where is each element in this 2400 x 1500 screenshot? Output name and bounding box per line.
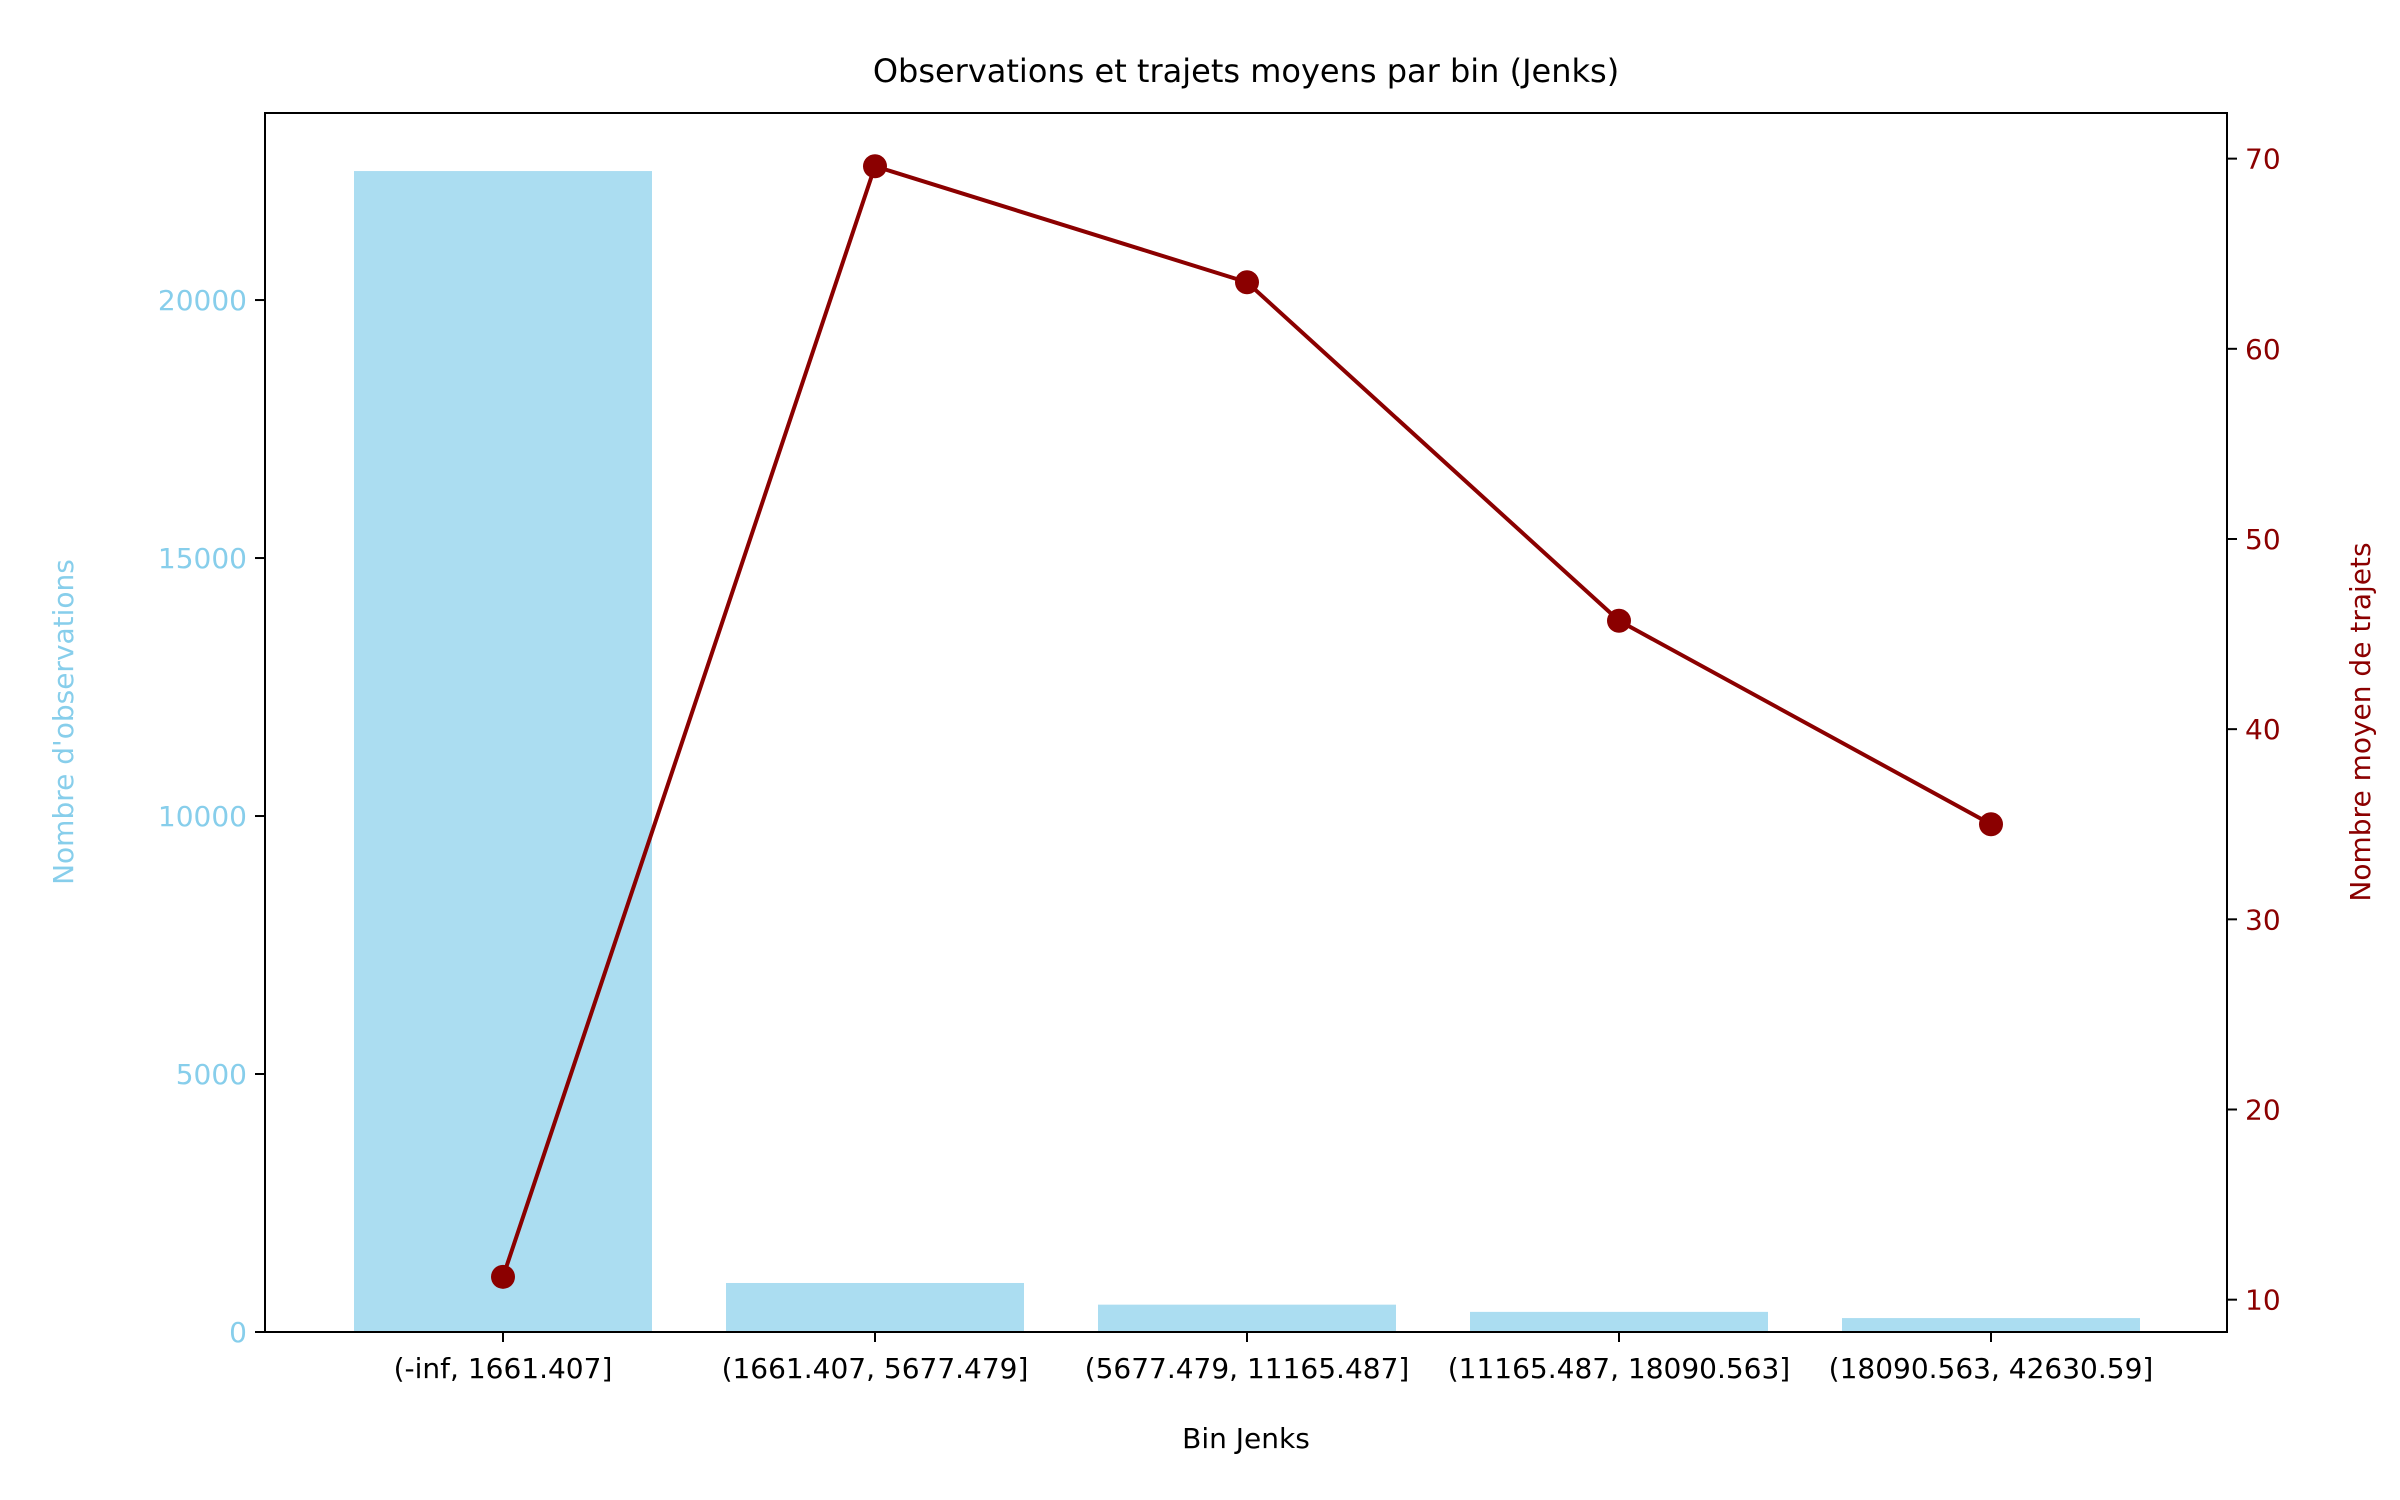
right-axis-ticks: 10 20 30 40 50 60 70 [2227,143,2281,1317]
line-point-5 [1979,812,2003,837]
plot-frame [264,112,2228,1333]
left-axis-ticks: 0 5000 10000 15000 20000 [158,284,265,1349]
x-tick-label: (-inf, 1661.407] [394,1352,613,1385]
bars-group [354,171,2140,1333]
bar-5 [1842,1318,2140,1332]
x-tick-label: (11165.487, 18090.563] [1448,1352,1790,1385]
line-point-4 [1607,608,1631,633]
right-tick-label: 70 [2245,143,2281,176]
line-point-1 [491,1264,515,1289]
x-axis-ticks: (-inf, 1661.407] (1661.407, 5677.479] (567… [394,1332,2154,1385]
right-tick-label: 20 [2245,1093,2281,1126]
right-tick-label: 30 [2245,903,2281,936]
bar-2 [726,1282,1024,1332]
right-tick-label: 40 [2245,713,2281,746]
left-tick-label: 5000 [176,1058,247,1091]
right-tick-label: 50 [2245,523,2281,556]
left-tick-label: 20000 [158,284,247,317]
x-tick-label: (5677.479, 11165.487] [1085,1352,1410,1385]
bar-4 [1470,1311,1768,1332]
bar-1 [354,171,652,1333]
right-tick-label: 10 [2245,1284,2281,1317]
chart-title: Observations et trajets moyens par bin (… [873,52,1619,90]
right-axis-label: Nombre moyen de trajets [2344,542,2377,901]
line-series-group [491,154,2003,1289]
left-tick-label: 10000 [158,800,247,833]
left-axis-label: Nombre d'observations [47,559,80,885]
right-tick-label: 60 [2245,333,2281,366]
line-point-3 [1235,270,1259,295]
x-tick-label: (1661.407, 5677.479] [722,1352,1029,1385]
bar-3 [1098,1304,1396,1332]
x-tick-label: (18090.563, 42630.59] [1829,1352,2154,1385]
line-point-2 [863,154,887,179]
left-tick-label: 15000 [158,542,247,575]
x-axis-label: Bin Jenks [1182,1422,1310,1455]
left-tick-label: 0 [229,1316,247,1349]
